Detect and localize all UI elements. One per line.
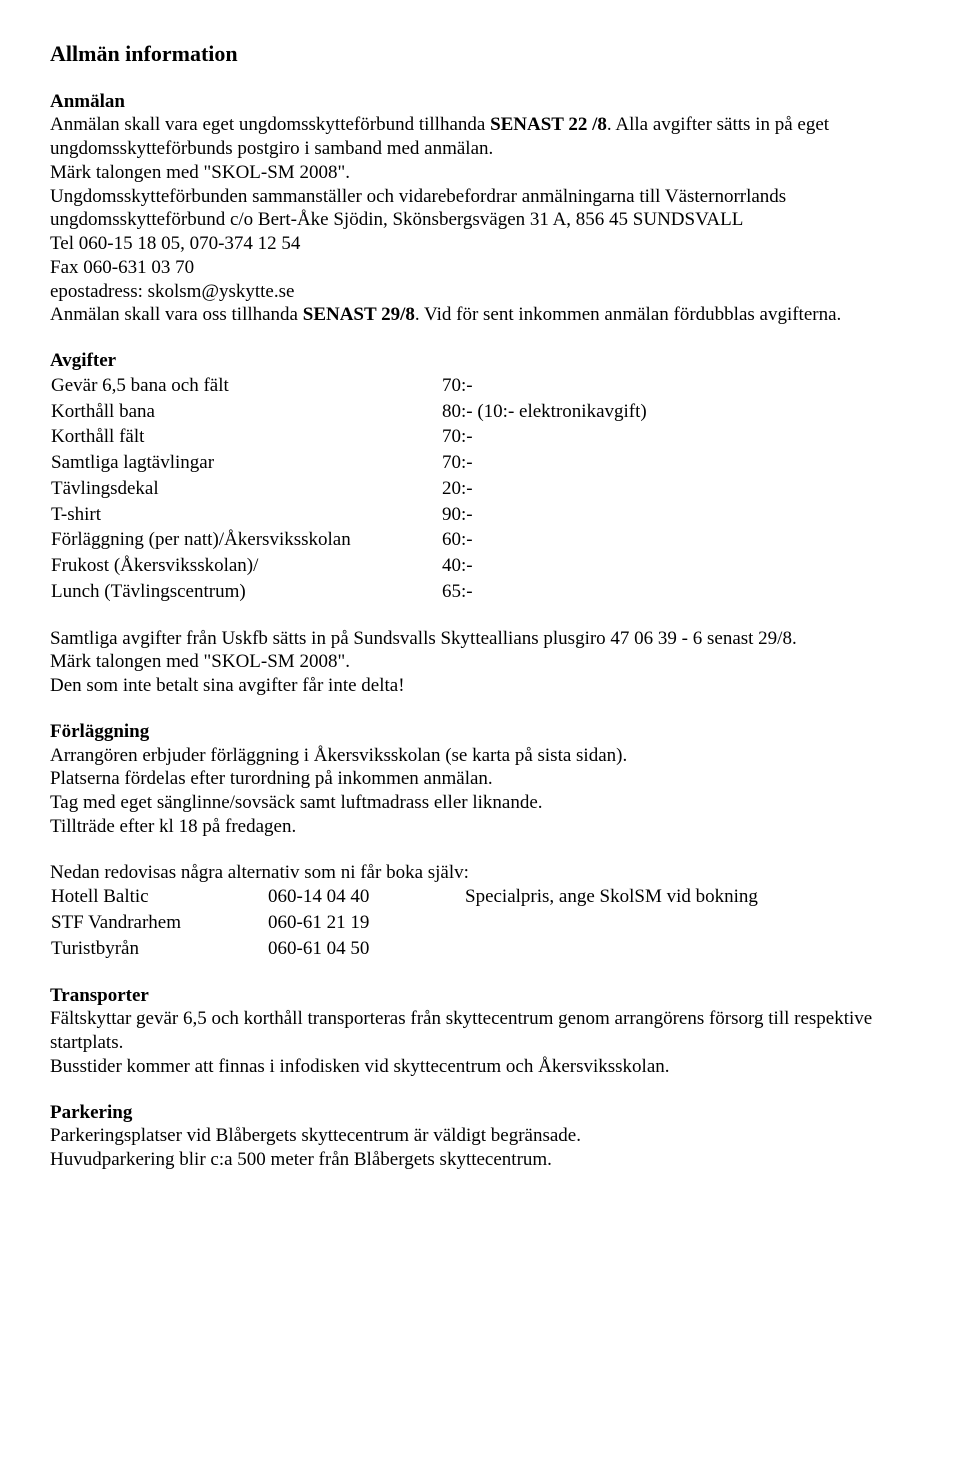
table-row: Korthåll bana80:- (10:- elektronikavgift… xyxy=(50,399,648,425)
forlaggning-heading: Förläggning xyxy=(50,721,149,742)
table-row: Samtliga lagtävlingar70:- xyxy=(50,450,648,476)
avgifter-heading: Avgifter xyxy=(50,349,910,373)
fee-label: Förläggning (per natt)/Åkersviksskolan xyxy=(50,527,441,553)
accom-name: Turistbyrån xyxy=(50,936,267,962)
parkering-body: Parkeringsplatser vid Blåbergets skyttec… xyxy=(50,1125,581,1170)
anmalan-body: Anmälan skall vara eget ungdomsskytteför… xyxy=(50,114,841,325)
transporter-body: Fältskyttar gevär 6,5 och korthåll trans… xyxy=(50,1008,872,1077)
parkering-block: Parkering Parkeringsplatser vid Blåberge… xyxy=(50,1101,910,1172)
fee-value: 70:- xyxy=(441,424,648,450)
fee-value: 65:- xyxy=(441,579,648,605)
avgifter-footer: Samtliga avgifter från Uskfb sätts in på… xyxy=(50,627,910,698)
table-row: Frukost (Åkersviksskolan)/40:- xyxy=(50,553,648,579)
accommodation-table-body: Hotell Baltic060-14 04 40Specialpris, an… xyxy=(50,884,759,961)
accom-note xyxy=(464,910,759,936)
transporter-block: Transporter Fältskyttar gevär 6,5 och ko… xyxy=(50,984,910,1079)
transporter-heading: Transporter xyxy=(50,985,149,1006)
fee-value: 80:- (10:- elektronikavgift) xyxy=(441,399,648,425)
forlaggning-alt-intro: Nedan redovisas några alternativ som ni … xyxy=(50,861,910,885)
table-row: Hotell Baltic060-14 04 40Specialpris, an… xyxy=(50,884,759,910)
parkering-heading: Parkering xyxy=(50,1102,132,1123)
table-row: Förläggning (per natt)/Åkersviksskolan60… xyxy=(50,527,648,553)
forlaggning-block: Förläggning Arrangören erbjuder förläggn… xyxy=(50,720,910,839)
table-row: Korthåll fält70:- xyxy=(50,424,648,450)
table-row: STF Vandrarhem060-61 21 19 xyxy=(50,910,759,936)
accom-phone: 060-61 04 50 xyxy=(267,936,464,962)
fee-value: 60:- xyxy=(441,527,648,553)
accom-note: Specialpris, ange SkolSM vid bokning xyxy=(464,884,759,910)
forlaggning-body: Arrangören erbjuder förläggning i Åkersv… xyxy=(50,745,627,837)
fee-label: Frukost (Åkersviksskolan)/ xyxy=(50,553,441,579)
fee-label: Lunch (Tävlingscentrum) xyxy=(50,579,441,605)
accom-name: Hotell Baltic xyxy=(50,884,267,910)
fee-value: 40:- xyxy=(441,553,648,579)
table-row: Tävlingsdekal20:- xyxy=(50,476,648,502)
accom-name: STF Vandrarhem xyxy=(50,910,267,936)
fee-label: Samtliga lagtävlingar xyxy=(50,450,441,476)
accommodation-table: Hotell Baltic060-14 04 40Specialpris, an… xyxy=(50,884,759,961)
accom-phone: 060-14 04 40 xyxy=(267,884,464,910)
fee-value: 20:- xyxy=(441,476,648,502)
fee-table: Gevär 6,5 bana och fält70:-Korthåll bana… xyxy=(50,373,648,605)
page-title: Allmän information xyxy=(50,40,910,68)
fee-label: Gevär 6,5 bana och fält xyxy=(50,373,441,399)
table-row: T-shirt90:- xyxy=(50,502,648,528)
fee-value: 90:- xyxy=(441,502,648,528)
table-row: Gevär 6,5 bana och fält70:- xyxy=(50,373,648,399)
fee-value: 70:- xyxy=(441,373,648,399)
table-row: Turistbyrån060-61 04 50 xyxy=(50,936,759,962)
fee-label: Korthåll bana xyxy=(50,399,441,425)
fee-table-body: Gevär 6,5 bana och fält70:-Korthåll bana… xyxy=(50,373,648,605)
fee-label: Tävlingsdekal xyxy=(50,476,441,502)
anmalan-block: Anmälan Anmälan skall vara eget ungdomss… xyxy=(50,90,910,328)
accom-note xyxy=(464,936,759,962)
anmalan-heading: Anmälan xyxy=(50,91,125,112)
accom-phone: 060-61 21 19 xyxy=(267,910,464,936)
fee-label: T-shirt xyxy=(50,502,441,528)
fee-label: Korthåll fält xyxy=(50,424,441,450)
table-row: Lunch (Tävlingscentrum)65:- xyxy=(50,579,648,605)
fee-value: 70:- xyxy=(441,450,648,476)
